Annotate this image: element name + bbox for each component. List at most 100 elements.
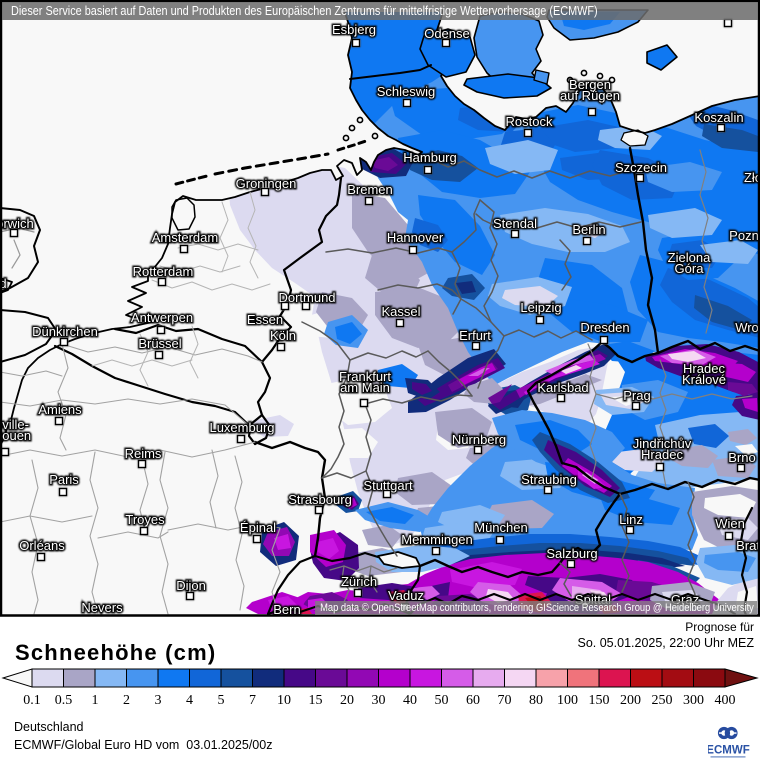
svg-text:Reims: Reims bbox=[125, 446, 162, 461]
svg-text:Kassel: Kassel bbox=[381, 304, 420, 319]
svg-text:Frankfurt: Frankfurt bbox=[339, 369, 391, 384]
svg-text:orwich: orwich bbox=[0, 216, 34, 231]
svg-text:Orléans: Orléans bbox=[19, 538, 65, 553]
svg-text:Rostock: Rostock bbox=[506, 114, 553, 129]
svg-text:Stuttgart: Stuttgart bbox=[363, 478, 413, 493]
svg-text:Berlin: Berlin bbox=[572, 222, 605, 237]
svg-text:Amsterdam: Amsterdam bbox=[152, 230, 218, 245]
svg-text:Dortmund: Dortmund bbox=[278, 290, 335, 305]
svg-text:orwich: orwich bbox=[0, 216, 34, 231]
svg-text:Dortmund: Dortmund bbox=[278, 290, 335, 305]
svg-text:Groningen: Groningen bbox=[236, 176, 297, 191]
svg-text:Koszalin: Koszalin bbox=[694, 110, 743, 125]
svg-text:Amiens: Amiens bbox=[38, 402, 82, 417]
svg-text:Góra: Góra bbox=[675, 261, 705, 276]
svg-text:Köln: Köln bbox=[270, 328, 296, 343]
svg-text:Rouen: Rouen bbox=[0, 428, 31, 443]
svg-text:am Main: am Main bbox=[340, 380, 390, 395]
svg-text:München: München bbox=[474, 520, 527, 535]
svg-text:Essen: Essen bbox=[247, 312, 283, 327]
svg-text:Nevers: Nevers bbox=[81, 600, 123, 615]
svg-text:eville-: eville- bbox=[0, 417, 29, 432]
svg-text:ECMWF: ECMWF bbox=[708, 745, 750, 757]
svg-text:Dünkirchen: Dünkirchen bbox=[32, 324, 98, 339]
svg-text:Szczecin: Szczecin bbox=[615, 160, 667, 175]
svg-text:Antwerpen: Antwerpen bbox=[131, 310, 193, 325]
svg-text:Hannover: Hannover bbox=[387, 230, 444, 245]
svg-text:Rotterdam: Rotterdam bbox=[133, 264, 194, 279]
svg-text:Bergen: Bergen bbox=[569, 77, 611, 92]
svg-text:Brüssel: Brüssel bbox=[138, 336, 181, 351]
svg-text:Dresden: Dresden bbox=[580, 320, 629, 335]
svg-text:Hradec: Hradec bbox=[641, 447, 683, 462]
svg-text:Koszalin: Koszalin bbox=[694, 110, 743, 125]
svg-text:Zło: Zło bbox=[744, 170, 760, 185]
svg-text:Karlsbad: Karlsbad bbox=[537, 380, 588, 395]
svg-text:Straubing: Straubing bbox=[521, 472, 577, 487]
svg-text:Antwerpen: Antwerpen bbox=[131, 310, 193, 325]
svg-text:Troyes: Troyes bbox=[125, 512, 165, 527]
svg-text:Reims: Reims bbox=[125, 446, 162, 461]
svg-text:Pozn: Pozn bbox=[729, 228, 759, 243]
svg-text:Szczecin: Szczecin bbox=[615, 160, 667, 175]
svg-text:Bern: Bern bbox=[273, 602, 300, 617]
svg-text:Odense: Odense bbox=[424, 26, 470, 41]
svg-text:Linz: Linz bbox=[619, 512, 643, 527]
svg-text:Schleswig: Schleswig bbox=[377, 84, 436, 99]
svg-text:Wien: Wien bbox=[715, 516, 745, 531]
svg-text:Kassel: Kassel bbox=[381, 304, 420, 319]
svg-text:Paris: Paris bbox=[49, 472, 79, 487]
svg-text:Dijon: Dijon bbox=[176, 578, 206, 593]
svg-text:d: d bbox=[0, 276, 7, 291]
svg-text:Hradec: Hradec bbox=[641, 447, 683, 462]
svg-text:Zürich: Zürich bbox=[341, 574, 377, 589]
svg-text:Essen: Essen bbox=[247, 312, 283, 327]
svg-text:Nürnberg: Nürnberg bbox=[452, 432, 506, 447]
svg-text:Leipzig: Leipzig bbox=[520, 300, 561, 315]
svg-text:Hamburg: Hamburg bbox=[403, 150, 456, 165]
svg-text:Zürich: Zürich bbox=[341, 574, 377, 589]
svg-text:Hradec: Hradec bbox=[683, 361, 725, 376]
svg-text:Strasbourg: Strasbourg bbox=[288, 492, 352, 507]
svg-text:Luxemburg: Luxemburg bbox=[209, 420, 274, 435]
svg-text:Salzburg: Salzburg bbox=[546, 546, 597, 561]
svg-text:d: d bbox=[0, 276, 7, 291]
svg-text:Zielona: Zielona bbox=[668, 250, 711, 265]
svg-text:Vaduz: Vaduz bbox=[388, 588, 424, 603]
svg-text:Stendal: Stendal bbox=[493, 216, 537, 231]
svg-text:Brno: Brno bbox=[728, 450, 755, 465]
svg-text:Berlin: Berlin bbox=[572, 222, 605, 237]
svg-text:Rouen: Rouen bbox=[0, 428, 31, 443]
svg-text:Luxemburg: Luxemburg bbox=[209, 420, 274, 435]
svg-text:Amiens: Amiens bbox=[38, 402, 82, 417]
svg-text:Jindřichův: Jindřichův bbox=[633, 436, 692, 451]
svg-text:Orléans: Orléans bbox=[19, 538, 65, 553]
svg-text:Schleswig: Schleswig bbox=[377, 84, 436, 99]
svg-text:Strasbourg: Strasbourg bbox=[288, 492, 352, 507]
svg-text:Karlsbad: Karlsbad bbox=[537, 380, 588, 395]
svg-text:Nevers: Nevers bbox=[81, 600, 123, 615]
svg-text:Linz: Linz bbox=[619, 512, 643, 527]
svg-text:Bremen: Bremen bbox=[347, 182, 393, 197]
svg-text:Prag: Prag bbox=[623, 388, 650, 403]
svg-text:Stuttgart: Stuttgart bbox=[363, 478, 413, 493]
svg-text:Hannover: Hannover bbox=[387, 230, 444, 245]
svg-text:Rostock: Rostock bbox=[506, 114, 553, 129]
svg-text:Pozn: Pozn bbox=[729, 228, 759, 243]
svg-text:Jindřichův: Jindřichův bbox=[633, 436, 692, 451]
svg-text:Hamburg: Hamburg bbox=[403, 150, 456, 165]
svg-text:Erfurt: Erfurt bbox=[459, 328, 491, 343]
svg-text:auf Rügen: auf Rügen bbox=[560, 88, 620, 103]
svg-text:Leipzig: Leipzig bbox=[520, 300, 561, 315]
svg-text:Brat: Brat bbox=[736, 538, 760, 553]
svg-text:Erfurt: Erfurt bbox=[459, 328, 491, 343]
svg-text:Králové: Králové bbox=[682, 372, 726, 387]
svg-text:eville-: eville- bbox=[0, 417, 29, 432]
svg-text:auf Rügen: auf Rügen bbox=[560, 88, 620, 103]
svg-text:Wien: Wien bbox=[715, 516, 745, 531]
svg-text:Vaduz: Vaduz bbox=[388, 588, 424, 603]
svg-text:Wro: Wro bbox=[735, 320, 759, 335]
svg-text:Stendal: Stendal bbox=[493, 216, 537, 231]
svg-text:Wro: Wro bbox=[735, 320, 759, 335]
svg-text:Épinal: Épinal bbox=[240, 520, 276, 535]
